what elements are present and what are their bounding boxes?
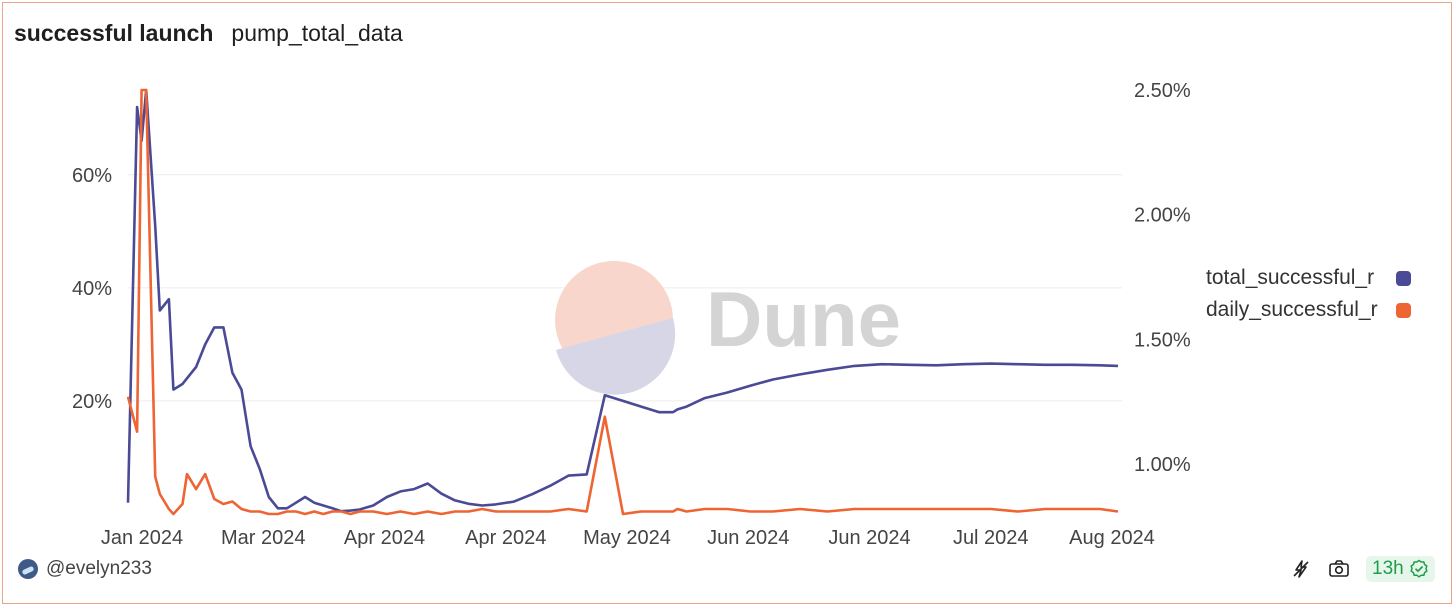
camera-icon[interactable] bbox=[1328, 558, 1350, 580]
refresh-age: 13h bbox=[1372, 558, 1404, 579]
x-tick-label: Jan 2024 bbox=[101, 527, 183, 549]
legend-item-daily[interactable]: daily_successful_r bbox=[1206, 294, 1411, 326]
y-right-tick-label: 2.00% bbox=[1134, 205, 1191, 227]
legend-item-total[interactable]: total_successful_r bbox=[1206, 262, 1411, 294]
x-axis: Jan 2024 Mar 2024 Apr 2024 Apr 2024 May 2024… bbox=[101, 527, 1155, 549]
query-name[interactable]: pump_total_data bbox=[231, 20, 403, 46]
y-right-tick-label: 1.00% bbox=[1134, 454, 1191, 476]
x-tick-label: Jul 2024 bbox=[953, 527, 1029, 549]
x-tick-label: May 2024 bbox=[583, 527, 671, 549]
legend-swatch-daily bbox=[1396, 302, 1411, 318]
legend-swatch-total bbox=[1396, 270, 1411, 286]
x-tick-label: Apr 2024 bbox=[465, 527, 546, 549]
series-line-total[interactable] bbox=[126, 88, 1119, 513]
y-left-tick-label: 60% bbox=[72, 165, 112, 187]
check-circle-icon bbox=[1410, 559, 1428, 578]
refresh-status-button[interactable]: 13h bbox=[1366, 556, 1435, 582]
user-avatar bbox=[18, 559, 38, 579]
right-axis: 1.00% 1.50% 2.00% 2.50% bbox=[1134, 80, 1191, 476]
y-right-tick-label: 1.50% bbox=[1134, 329, 1191, 351]
legend: total_successful_r daily_successful_r bbox=[1206, 262, 1411, 326]
left-axis: 20% 40% 60% bbox=[72, 165, 112, 413]
legend-label-daily: daily_successful_r bbox=[1206, 298, 1378, 321]
watermark-disc-bottom bbox=[556, 318, 676, 395]
x-tick-label: Jun 2024 bbox=[707, 527, 789, 549]
author[interactable]: @evelyn233 bbox=[18, 558, 152, 580]
chart-header: successful launch pump_total_data bbox=[14, 20, 403, 47]
x-tick-label: Apr 2024 bbox=[344, 527, 425, 549]
author-username: @evelyn233 bbox=[46, 558, 152, 579]
x-tick-label: Jun 2024 bbox=[828, 527, 910, 549]
legend-label-total: total_successful_r bbox=[1206, 266, 1375, 289]
x-tick-label: Mar 2024 bbox=[221, 527, 306, 549]
watermark-text: Dune bbox=[706, 275, 901, 363]
x-tick-label: Aug 2024 bbox=[1069, 527, 1155, 549]
series-line-daily[interactable] bbox=[126, 88, 1119, 516]
y-right-tick-label: 2.50% bbox=[1134, 80, 1191, 102]
y-left-tick-label: 20% bbox=[72, 391, 112, 413]
series-lines bbox=[126, 88, 1119, 516]
chart-title: successful launch bbox=[14, 20, 214, 46]
y-left-tick-label: 40% bbox=[72, 278, 112, 300]
footer-actions: 13h bbox=[1290, 556, 1435, 582]
dune-watermark: Dune bbox=[555, 261, 901, 395]
lightning-share-icon[interactable] bbox=[1290, 558, 1312, 580]
